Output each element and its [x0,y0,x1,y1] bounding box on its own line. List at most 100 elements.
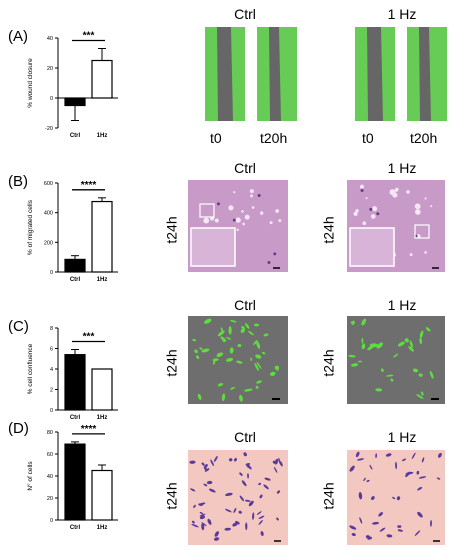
cell-mask [419,330,424,339]
pore [414,209,421,215]
cell-mask [361,343,366,350]
stained-cell [191,523,199,528]
chart-d-xtick-label: 1Hz [97,525,108,531]
chart-d-ytick-label: 20 [47,496,53,502]
cell-mask [390,378,394,382]
pore [244,214,250,220]
stained-cell [397,529,403,532]
hz-label-a: 1 Hz [387,6,417,22]
cell-mask [357,360,363,363]
cell-mask [248,330,254,336]
pore [275,209,280,213]
stained-cell [421,457,425,463]
chart-a-xtick-label: Ctrl [70,133,81,139]
cell-mask [408,346,414,352]
stained-cell [208,488,216,493]
stained-cell [417,486,423,491]
cell-mask [229,347,234,354]
wound-gap [217,27,233,121]
pore [242,222,245,226]
chart-c-ytick-label: 8 [50,326,53,332]
cell-mask [397,341,405,347]
pore [424,197,427,200]
stained-cell [260,531,264,536]
cell-mask [196,355,200,359]
stained-cell [385,453,392,457]
stained-cell [437,452,442,458]
pore [370,214,376,219]
stained-cell [256,511,262,515]
stained-cell [245,499,251,502]
stained-cell [246,464,249,468]
pore [241,210,244,213]
chart-b-ytick-label: 200 [44,240,53,246]
cell-mask [418,373,423,377]
stained-cell [351,533,356,537]
stained-cell [252,512,255,520]
hz-label-b: 1 Hz [387,160,417,176]
stained-cell [232,522,238,527]
stained-cell [263,484,269,490]
cell [267,260,271,264]
stained-cell [201,523,205,531]
stained-cell [225,492,233,497]
chart-c-significance: *** [83,332,95,343]
pore [214,218,219,223]
stained-cell [430,519,432,527]
cell-mask [250,357,252,362]
stained-cell [395,461,398,470]
confluence-image [188,316,288,404]
cell [369,207,373,211]
chart-a-ytick-label: -20 [45,126,53,132]
stained-cell [239,495,245,502]
panel-letter-b: (B) [8,173,28,190]
cell-mask [254,362,259,371]
stained-cell [241,480,247,487]
pore [251,206,255,209]
stained-cell [397,525,402,528]
cell-mask [194,349,198,354]
cell-mask [229,387,236,390]
pore [424,251,427,254]
stained-cell [207,518,212,525]
stained-cell [199,502,206,506]
chart-a-ytick-label: 20 [47,66,53,72]
cell-mask [239,394,243,402]
cell-mask [192,338,197,342]
cell-mask [220,327,224,333]
stained-cell [276,517,279,521]
stained-cell [392,496,396,500]
cell-mask [230,320,237,323]
stained-cell [418,476,427,479]
stained-cell [233,507,237,513]
cell-mask [255,354,262,359]
stained-cell [367,536,373,540]
stained-cell [206,480,213,485]
stained-cell [273,466,278,473]
pore [269,221,273,225]
wound-gap [419,27,431,121]
pore [249,189,254,194]
cell-mask [351,363,359,367]
cell-mask [361,337,364,344]
time-label-b-hz: t24h [320,216,337,244]
time-label-c-hz: t24h [320,349,337,377]
stained-cell [203,483,208,487]
stained-cell [235,520,240,525]
pore [233,191,236,194]
stained-cell [238,510,242,514]
cell-mask [420,391,424,396]
stained-cell [234,457,237,462]
cell-mask [263,333,269,337]
ctrl-label-a: Ctrl [234,6,256,22]
stained-cell [201,522,207,527]
stained-cell [416,470,420,475]
pore [371,206,378,212]
cell-mask [269,371,276,376]
pore [430,205,433,208]
cell-mask [222,338,225,343]
cell-mask [419,337,423,345]
pore [414,203,421,210]
time-label-c-ctrl: t24h [163,349,180,377]
